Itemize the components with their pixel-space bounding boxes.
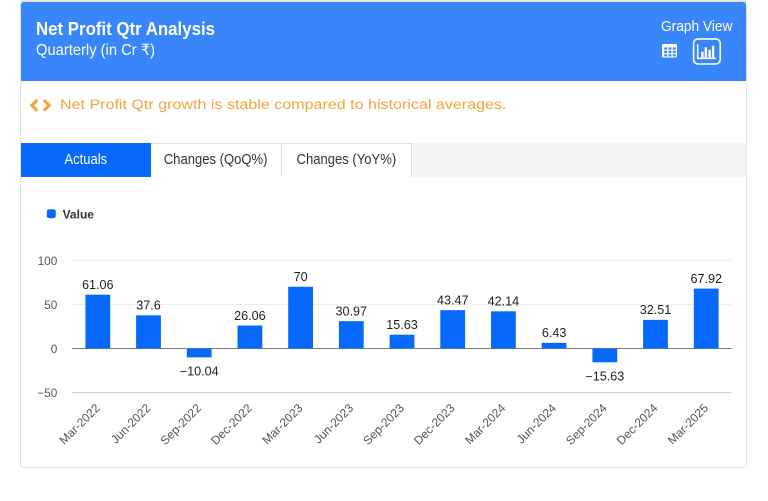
svg-text:−15.63: −15.63	[585, 369, 624, 383]
svg-text:61.06: 61.06	[82, 278, 114, 292]
svg-text:42.14: 42.14	[488, 295, 520, 309]
svg-text:50: 50	[44, 298, 58, 312]
svg-text:Dec-2024: Dec-2024	[614, 401, 661, 448]
svg-text:Value: Value	[63, 207, 95, 221]
svg-text:Mar-2024: Mar-2024	[462, 401, 508, 447]
svg-text:26.06: 26.06	[234, 309, 266, 323]
svg-text:70: 70	[294, 270, 308, 284]
svg-text:Jun-2024: Jun-2024	[514, 401, 560, 447]
svg-text:Mar-2022: Mar-2022	[57, 401, 103, 447]
svg-text:32.51: 32.51	[640, 303, 672, 317]
svg-text:Jun-2023: Jun-2023	[311, 401, 357, 447]
svg-text:Jun-2022: Jun-2022	[108, 401, 154, 447]
svg-text:Sep-2022: Sep-2022	[157, 401, 204, 448]
svg-text:43.47: 43.47	[437, 294, 469, 308]
svg-text:6.43: 6.43	[542, 326, 567, 340]
svg-text:0: 0	[51, 342, 58, 356]
svg-text:Mar-2025: Mar-2025	[665, 401, 711, 447]
svg-text:−50: −50	[37, 386, 57, 400]
svg-text:37.6: 37.6	[136, 299, 161, 313]
svg-text:100: 100	[38, 254, 58, 268]
svg-text:−10.04: −10.04	[180, 364, 219, 378]
svg-text:15.63: 15.63	[386, 318, 418, 332]
svg-text:Dec-2022: Dec-2022	[208, 401, 255, 448]
svg-text:Sep-2023: Sep-2023	[360, 401, 407, 448]
svg-text:Mar-2023: Mar-2023	[259, 401, 305, 447]
svg-text:Dec-2023: Dec-2023	[411, 401, 458, 448]
svg-text:67.92: 67.92	[690, 272, 722, 286]
svg-text:30.97: 30.97	[336, 305, 368, 319]
svg-text:Sep-2024: Sep-2024	[563, 401, 610, 448]
